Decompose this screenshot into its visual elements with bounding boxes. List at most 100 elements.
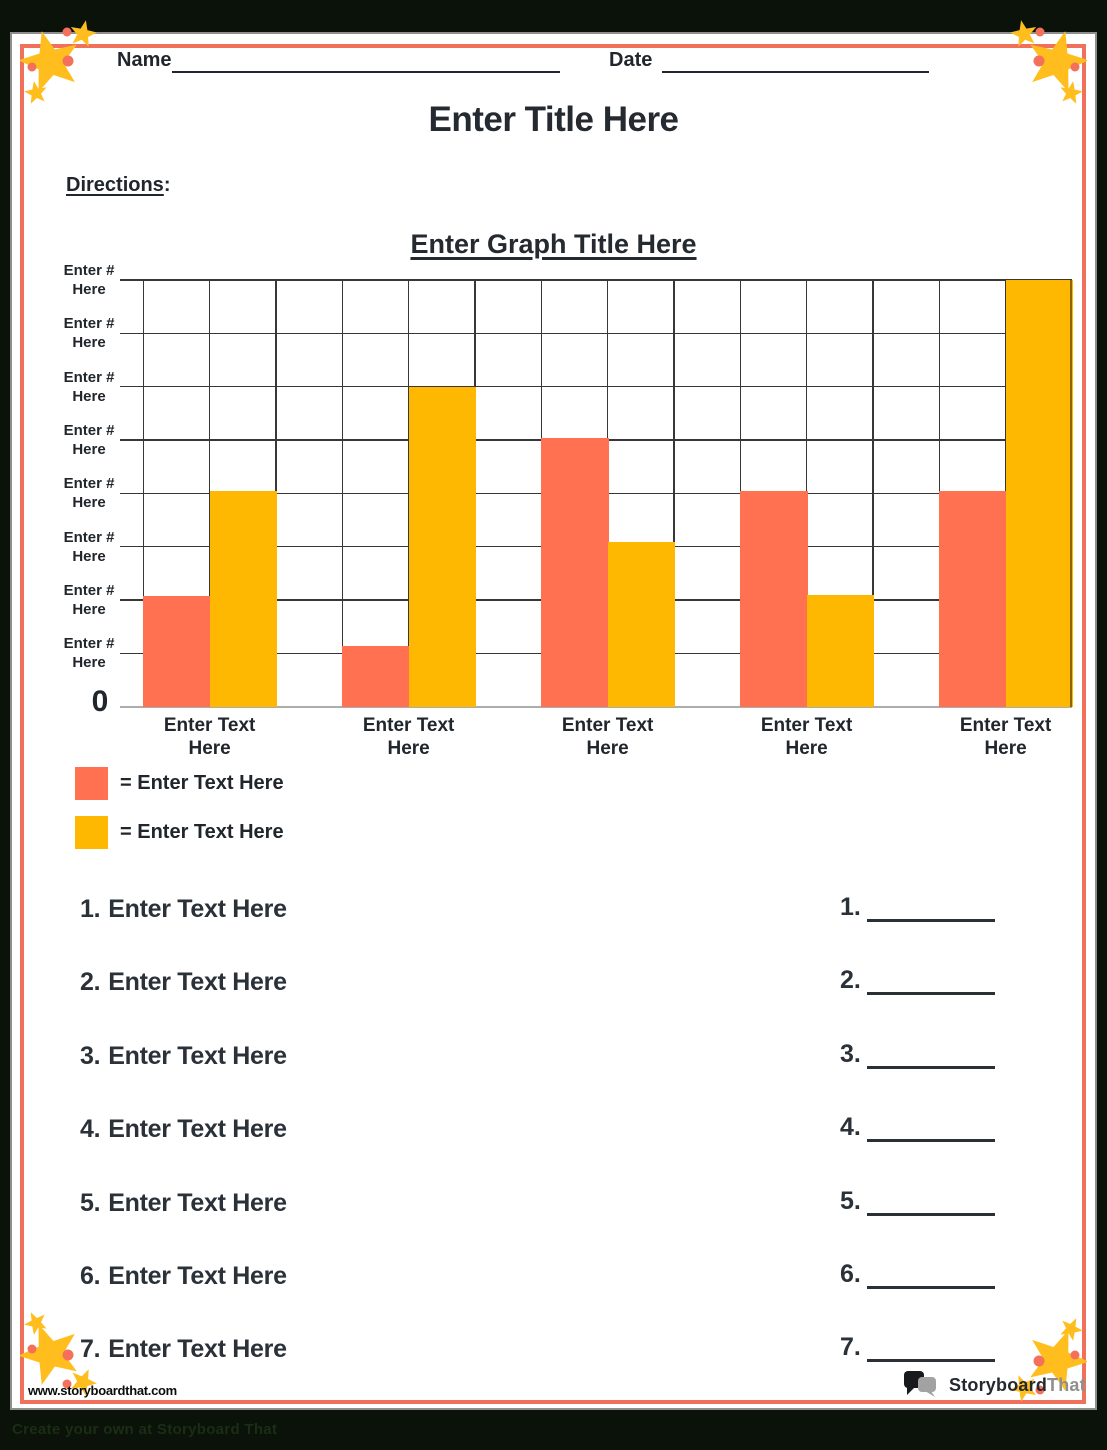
- answer-number: 3.: [840, 1039, 861, 1068]
- star-decoration-bottom-right: [1010, 1318, 1087, 1402]
- question-row-5[interactable]: 5. Enter Text Here: [80, 1189, 287, 1218]
- question-number: 7.: [80, 1335, 101, 1364]
- bar-series1-group1[interactable]: [143, 595, 211, 707]
- question-row-3[interactable]: 3. Enter Text Here: [80, 1042, 287, 1071]
- gridline-horizontal: [120, 279, 1072, 281]
- y-axis-tick-label[interactable]: Enter # Here: [63, 475, 115, 512]
- logo-text-primary: Storyboard: [949, 1374, 1048, 1395]
- name-input-line[interactable]: [172, 71, 560, 73]
- answer-blank-line[interactable]: [866, 894, 995, 922]
- x-axis-category-label[interactable]: Enter Text Here: [959, 714, 1052, 759]
- question-text[interactable]: Enter Text Here: [108, 1041, 287, 1070]
- answer-blank-line[interactable]: [866, 1334, 995, 1363]
- answer-row-7: 7.: [840, 1333, 995, 1363]
- question-row-6[interactable]: 6. Enter Text Here: [80, 1262, 287, 1291]
- gridline-vertical: [341, 280, 344, 707]
- question-row-4[interactable]: 4. Enter Text Here: [80, 1115, 287, 1144]
- y-axis-tick-label[interactable]: Enter # Here: [63, 528, 115, 565]
- y-axis-origin-label: 0: [91, 684, 109, 718]
- answer-row-4: 4.: [840, 1113, 995, 1143]
- legend-label-series1[interactable]: = Enter Text Here: [120, 772, 284, 794]
- bar-series2-group3[interactable]: [607, 542, 675, 707]
- gridline-vertical: [872, 280, 874, 707]
- question-text[interactable]: Enter Text Here: [108, 1188, 287, 1217]
- gridline-horizontal: [120, 332, 1072, 335]
- question-number: 1.: [80, 895, 101, 923]
- bar-series1-group3[interactable]: [541, 438, 609, 707]
- legend-swatch-series2[interactable]: [75, 816, 108, 849]
- answer-blank-line[interactable]: [866, 1188, 995, 1216]
- question-text[interactable]: Enter Text Here: [108, 895, 287, 923]
- directions-label: Directions:: [66, 174, 170, 197]
- answer-blank-line[interactable]: [866, 1261, 995, 1289]
- date-input-line[interactable]: [662, 71, 929, 73]
- legend-swatch-series1[interactable]: [75, 767, 108, 800]
- question-row-2[interactable]: 2. Enter Text Here: [80, 968, 287, 997]
- question-row-1[interactable]: 1. Enter Text Here: [80, 895, 287, 924]
- bar-series1-group2[interactable]: [342, 646, 410, 707]
- bar-series2-group5[interactable]: [1005, 280, 1073, 707]
- question-number: 5.: [80, 1188, 101, 1217]
- date-label: Date: [609, 49, 653, 71]
- gridline-vertical: [142, 280, 145, 707]
- gridline-vertical-edge: [1069, 280, 1072, 707]
- answer-number: 1.: [840, 893, 861, 921]
- outer-frame: [10, 32, 1097, 1410]
- answer-blank-line[interactable]: [866, 1041, 995, 1069]
- x-axis-category-label[interactable]: Enter Text Here: [561, 714, 654, 759]
- x-axis-baseline: [120, 705, 1072, 708]
- bar-series2-group2[interactable]: [408, 386, 476, 707]
- question-text[interactable]: Enter Text Here: [108, 1115, 287, 1144]
- x-axis-category-label[interactable]: Enter Text Here: [760, 714, 853, 759]
- question-text[interactable]: Enter Text Here: [108, 968, 287, 997]
- question-row-7[interactable]: 7. Enter Text Here: [80, 1335, 287, 1364]
- question-number: 2.: [80, 968, 101, 997]
- x-axis-category-label[interactable]: Enter Text Here: [163, 714, 256, 759]
- answer-row-2: 2.: [840, 966, 995, 996]
- bar-series1-group4[interactable]: [740, 490, 808, 707]
- y-axis-tick-label[interactable]: Enter # Here: [63, 262, 115, 298]
- star-decoration-top-right: [1010, 20, 1087, 104]
- storyboardthat-logo[interactable]: StoryboardThat: [903, 1370, 1086, 1400]
- gridline-horizontal: [120, 385, 1072, 388]
- bar-series2-group4[interactable]: [806, 594, 874, 707]
- star-decoration-top-left: [20, 20, 97, 104]
- footer-banner-text: Create your own at Storyboard That: [12, 1421, 278, 1438]
- legend-item: = Enter Text Here: [75, 767, 284, 800]
- answer-number: 4.: [840, 1113, 861, 1142]
- y-axis-tick-label[interactable]: Enter # Here: [63, 315, 115, 352]
- y-axis-tick-label[interactable]: Enter # Here: [63, 421, 115, 458]
- page-title[interactable]: Enter Title Here: [428, 100, 679, 139]
- question-text[interactable]: Enter Text Here: [108, 1335, 287, 1364]
- question-text[interactable]: Enter Text Here: [108, 1262, 287, 1290]
- answer-blank-line[interactable]: [866, 967, 995, 996]
- answer-number: 6.: [840, 1260, 861, 1288]
- answer-number: 2.: [840, 966, 861, 995]
- y-axis-tick-label[interactable]: Enter # Here: [63, 368, 115, 405]
- name-label: Name: [117, 49, 172, 71]
- y-axis-tick-label[interactable]: Enter # Here: [63, 635, 115, 672]
- y-axis-tick-label[interactable]: Enter # Here: [63, 581, 115, 618]
- answer-number: 7.: [840, 1333, 861, 1362]
- answer-number: 5.: [840, 1186, 861, 1215]
- graph-title[interactable]: Enter Graph Title Here: [410, 229, 697, 259]
- answer-blank-line[interactable]: [866, 1114, 995, 1143]
- x-axis-category-label[interactable]: Enter Text Here: [362, 714, 455, 759]
- legend-item: = Enter Text Here: [75, 816, 284, 849]
- question-number: 3.: [80, 1041, 101, 1070]
- directions-word: Directions: [66, 174, 164, 196]
- page-border: [20, 44, 1086, 1404]
- star-decoration-bottom-left: [20, 1312, 97, 1396]
- bar-series1-group5[interactable]: [939, 491, 1007, 707]
- question-number: 6.: [80, 1262, 101, 1290]
- answer-row-6: 6.: [840, 1260, 995, 1289]
- bar-series2-group1[interactable]: [209, 491, 277, 707]
- answer-row-5: 5.: [840, 1187, 995, 1216]
- legend-label-series2[interactable]: = Enter Text Here: [120, 821, 284, 843]
- directions-colon: :: [163, 174, 171, 196]
- answer-row-3: 3.: [840, 1040, 995, 1069]
- gridline-vertical: [673, 280, 675, 707]
- speech-bubbles-icon: [904, 1371, 936, 1397]
